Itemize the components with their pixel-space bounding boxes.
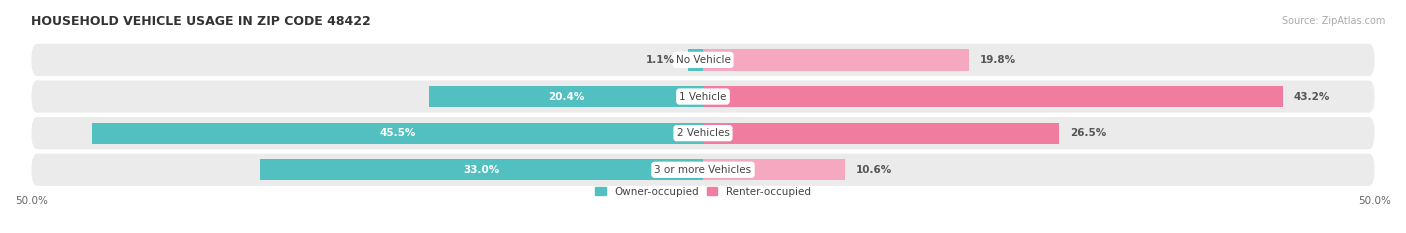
Text: 45.5%: 45.5% xyxy=(380,128,416,138)
Bar xyxy=(91,123,703,144)
Text: 26.5%: 26.5% xyxy=(1070,128,1107,138)
Text: No Vehicle: No Vehicle xyxy=(675,55,731,65)
Text: 20.4%: 20.4% xyxy=(548,92,583,102)
Legend: Owner-occupied, Renter-occupied: Owner-occupied, Renter-occupied xyxy=(591,183,815,201)
Text: 33.0%: 33.0% xyxy=(463,165,499,175)
Bar xyxy=(703,86,1284,107)
FancyBboxPatch shape xyxy=(31,117,1375,149)
Text: 10.6%: 10.6% xyxy=(856,165,893,175)
Text: HOUSEHOLD VEHICLE USAGE IN ZIP CODE 48422: HOUSEHOLD VEHICLE USAGE IN ZIP CODE 4842… xyxy=(31,15,371,28)
FancyBboxPatch shape xyxy=(31,154,1375,186)
FancyBboxPatch shape xyxy=(31,44,1375,76)
Bar xyxy=(703,49,969,71)
Text: Source: ZipAtlas.com: Source: ZipAtlas.com xyxy=(1281,16,1385,26)
Bar xyxy=(703,123,1059,144)
FancyBboxPatch shape xyxy=(31,80,1375,113)
Bar xyxy=(703,159,845,180)
Text: 1.1%: 1.1% xyxy=(645,55,675,65)
Text: 3 or more Vehicles: 3 or more Vehicles xyxy=(654,165,752,175)
Text: 43.2%: 43.2% xyxy=(1294,92,1330,102)
Text: 1 Vehicle: 1 Vehicle xyxy=(679,92,727,102)
Bar xyxy=(688,49,703,71)
Bar xyxy=(429,86,703,107)
Bar xyxy=(260,159,703,180)
Text: 2 Vehicles: 2 Vehicles xyxy=(676,128,730,138)
Text: 19.8%: 19.8% xyxy=(980,55,1015,65)
